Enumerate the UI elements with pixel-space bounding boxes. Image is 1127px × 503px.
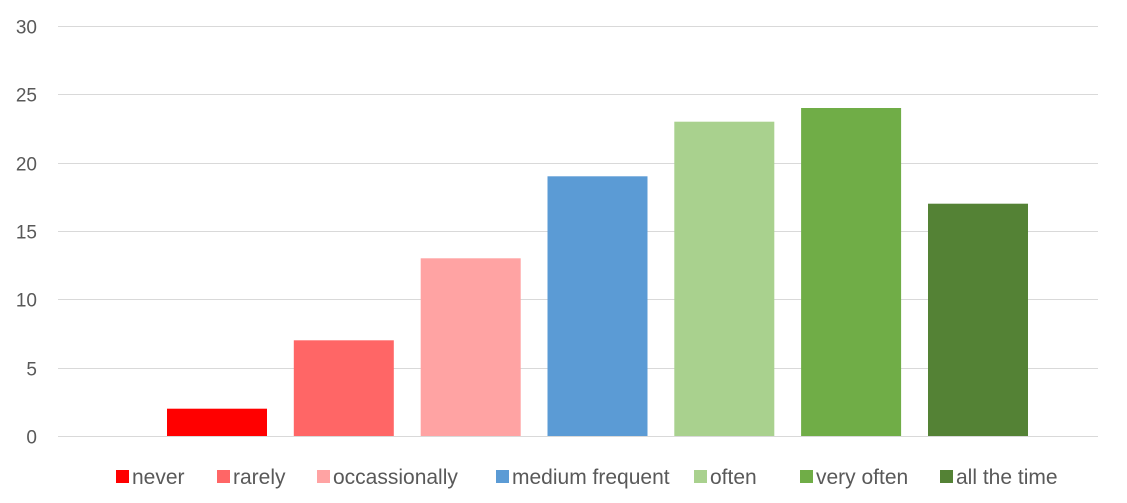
- legend-label-very-often: very often: [816, 466, 908, 489]
- y-tick-label-10: 10: [16, 291, 37, 312]
- y-tick-label-5: 5: [26, 360, 37, 381]
- bars: [167, 108, 1028, 437]
- legend-item-occassionally: occassionally: [317, 466, 458, 489]
- legend-item-often: often: [694, 466, 757, 489]
- legend-label-all-the-time: all the time: [956, 466, 1058, 489]
- bar-all-the-time: [928, 203, 1028, 436]
- legend: never rarely occassionally medium frequent o…: [116, 466, 1058, 489]
- legend-swatch-often: [694, 470, 707, 483]
- legend-item-medium-frequent: medium frequent: [496, 466, 670, 489]
- y-tick-label-25: 25: [16, 86, 37, 107]
- y-tick-label-0: 0: [26, 428, 37, 449]
- y-tick-label-15: 15: [16, 223, 37, 244]
- legend-item-never: never: [116, 466, 185, 489]
- legend-label-never: never: [132, 466, 185, 489]
- legend-swatch-all-the-time: [940, 470, 953, 483]
- legend-label-occassionally: occassionally: [333, 466, 458, 489]
- legend-item-very-often: very often: [800, 466, 908, 489]
- legend-item-all-the-time: all the time: [940, 466, 1058, 489]
- legend-swatch-rarely: [217, 470, 230, 483]
- bar-medium-frequent: [547, 176, 648, 437]
- bar-never: [167, 408, 267, 436]
- bar-often: [674, 121, 775, 436]
- legend-swatch-medium-frequent: [496, 470, 509, 483]
- legend-label-medium-frequent: medium frequent: [512, 466, 670, 489]
- legend-swatch-occassionally: [317, 470, 330, 483]
- y-axis-tick-labels: 0 5 10 15 20 25 30: [16, 18, 37, 449]
- legend-label-rarely: rarely: [233, 466, 286, 489]
- legend-swatch-very-often: [800, 470, 813, 483]
- bar-occassionally: [420, 258, 521, 436]
- bar-very-often: [801, 108, 902, 436]
- legend-label-often: often: [710, 466, 757, 489]
- legend-swatch-never: [116, 470, 129, 483]
- bar-rarely: [293, 340, 394, 436]
- legend-item-rarely: rarely: [217, 466, 286, 489]
- y-tick-label-20: 20: [16, 155, 37, 176]
- y-tick-label-30: 30: [16, 18, 37, 39]
